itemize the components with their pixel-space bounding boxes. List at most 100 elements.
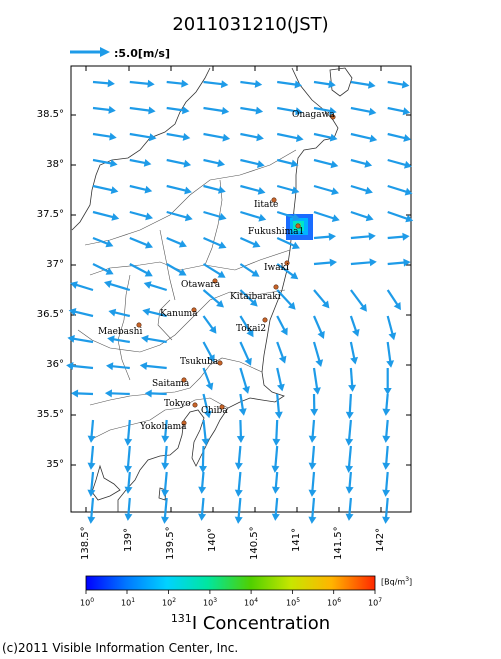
wind-arrow-head — [308, 435, 317, 443]
wind-arrow-shaft — [150, 392, 167, 396]
city-label-onagawa: Onagawa — [292, 110, 335, 120]
wind-arrow-shaft — [240, 106, 258, 112]
wind-arrow-shaft — [387, 210, 408, 220]
wind-arrow-shaft — [313, 184, 334, 193]
wind-arrow-head — [145, 212, 153, 221]
wind-arrow-head — [143, 159, 152, 167]
wind-arrow-head — [310, 408, 319, 416]
marker-iwaki — [284, 260, 290, 266]
wind-arrow-shaft — [129, 184, 147, 191]
wind-arrow-shaft — [114, 311, 131, 318]
wind-arrow-head — [161, 489, 170, 497]
wind-arrow-shaft — [386, 315, 394, 335]
wind-arrow-shaft — [240, 132, 259, 139]
wind-arrow-head — [221, 106, 230, 115]
marker-tokyo — [192, 402, 198, 408]
colorbar-label-7: 107 — [368, 597, 383, 608]
wind-arrow-head — [329, 107, 337, 115]
wind-arrow-shaft — [276, 341, 285, 359]
wind-arrow-shaft — [240, 80, 257, 86]
wind-arrow-shaft — [237, 445, 242, 464]
wind-arrow-shaft — [387, 106, 405, 113]
wind-arrow-head — [308, 462, 317, 470]
wind-arrow-head — [198, 513, 207, 521]
wind-arrow-shaft — [163, 471, 168, 491]
lon-label-139-5: 139.5° — [165, 526, 176, 560]
wind-arrow-shaft — [166, 236, 182, 246]
wind-arrow-shaft — [350, 210, 369, 219]
wind-arrow-shaft — [276, 132, 299, 140]
wind-arrow-shaft — [201, 445, 205, 468]
wind-arrow-shaft — [275, 419, 279, 441]
wind-arrow-head — [108, 105, 116, 114]
wind-arrow-head — [66, 362, 74, 370]
wind-arrow-head — [271, 513, 280, 521]
city-label-kanuma: Kanuma — [160, 309, 198, 319]
wind-arrow-head — [365, 186, 373, 195]
wind-arrow-shaft — [277, 106, 298, 113]
wind-arrow-head — [124, 465, 133, 473]
wind-arrow-shaft — [126, 445, 131, 467]
wind-arrow-shaft — [384, 497, 389, 518]
wind-arrow-head — [292, 213, 301, 221]
wind-arrow-head — [111, 213, 120, 221]
wind-arrow-head — [244, 357, 252, 366]
wind-arrow-shaft — [129, 210, 148, 218]
wind-arrow-shaft — [276, 315, 286, 331]
wind-arrow-head — [107, 79, 115, 88]
wind-arrow-head — [87, 435, 96, 443]
lat-label-36-5: 36.5° — [36, 309, 64, 320]
wind-arrow-shaft — [90, 419, 95, 437]
wind-arrow-shaft — [313, 289, 327, 305]
city-label-iitate: Iitate — [254, 200, 279, 210]
wind-arrow-head — [364, 160, 373, 168]
wind-arrow-head — [388, 332, 397, 341]
wind-arrow-head — [315, 359, 324, 367]
wind-arrow-shaft — [164, 445, 168, 464]
wind-arrow-head — [107, 335, 115, 344]
wind-arrow-head — [220, 80, 229, 89]
wind-arrow-shaft — [237, 497, 242, 518]
wind-arrow-shaft — [387, 184, 408, 193]
wind-arrow-head — [291, 186, 300, 195]
wind-arrow-shaft — [92, 132, 111, 138]
wind-arrow-shaft — [202, 393, 209, 413]
wind-arrow-head — [404, 160, 412, 169]
wind-arrow-shaft — [274, 445, 279, 467]
wind-arrow-head — [402, 107, 411, 116]
wind-arrow-shaft — [311, 419, 316, 437]
colorbar-label-5: 105 — [286, 597, 301, 608]
wind-arrow-head — [405, 214, 414, 223]
wind-arrow-head — [199, 465, 207, 473]
wind-arrow-head — [369, 134, 378, 143]
wind-arrow-head — [242, 386, 250, 394]
wind-arrow-shaft — [350, 80, 370, 87]
colorbar-label-2: 102 — [162, 597, 177, 608]
wind-arrow-head — [218, 212, 227, 221]
wind-arrow-shaft — [239, 315, 252, 333]
wind-arrow-shaft — [276, 263, 295, 277]
wind-arrow-head — [329, 258, 337, 267]
wind-arrow-shaft — [76, 392, 94, 396]
wind-arrow-shaft — [312, 341, 321, 362]
wind-arrow-shaft — [92, 210, 114, 219]
wind-arrow-head — [321, 300, 330, 309]
wind-arrow-head — [290, 271, 299, 280]
wind-arrow-head — [106, 362, 114, 371]
marker-chiba — [219, 404, 225, 410]
wind-arrow-head — [345, 465, 354, 473]
wind-arrow-shaft — [311, 497, 316, 518]
wind-arrow-shaft — [386, 341, 392, 362]
wind-arrow-shaft — [350, 158, 367, 166]
city-label-yokohama: Yokohama — [140, 422, 187, 432]
wind-arrow-head — [246, 329, 254, 338]
wind-vector-field — [66, 79, 414, 524]
colorbar-label-4: 104 — [244, 597, 259, 608]
wind-arrow-head — [348, 384, 357, 392]
lat-label-37-5: 37.5° — [36, 209, 64, 220]
wind-arrow-shaft — [110, 392, 130, 396]
concentration-title: 131I Concentration — [170, 612, 331, 634]
wind-arrow-head — [294, 80, 302, 89]
wind-arrow-shaft — [350, 184, 368, 192]
lon-label-140-5: 140.5° — [249, 526, 260, 560]
